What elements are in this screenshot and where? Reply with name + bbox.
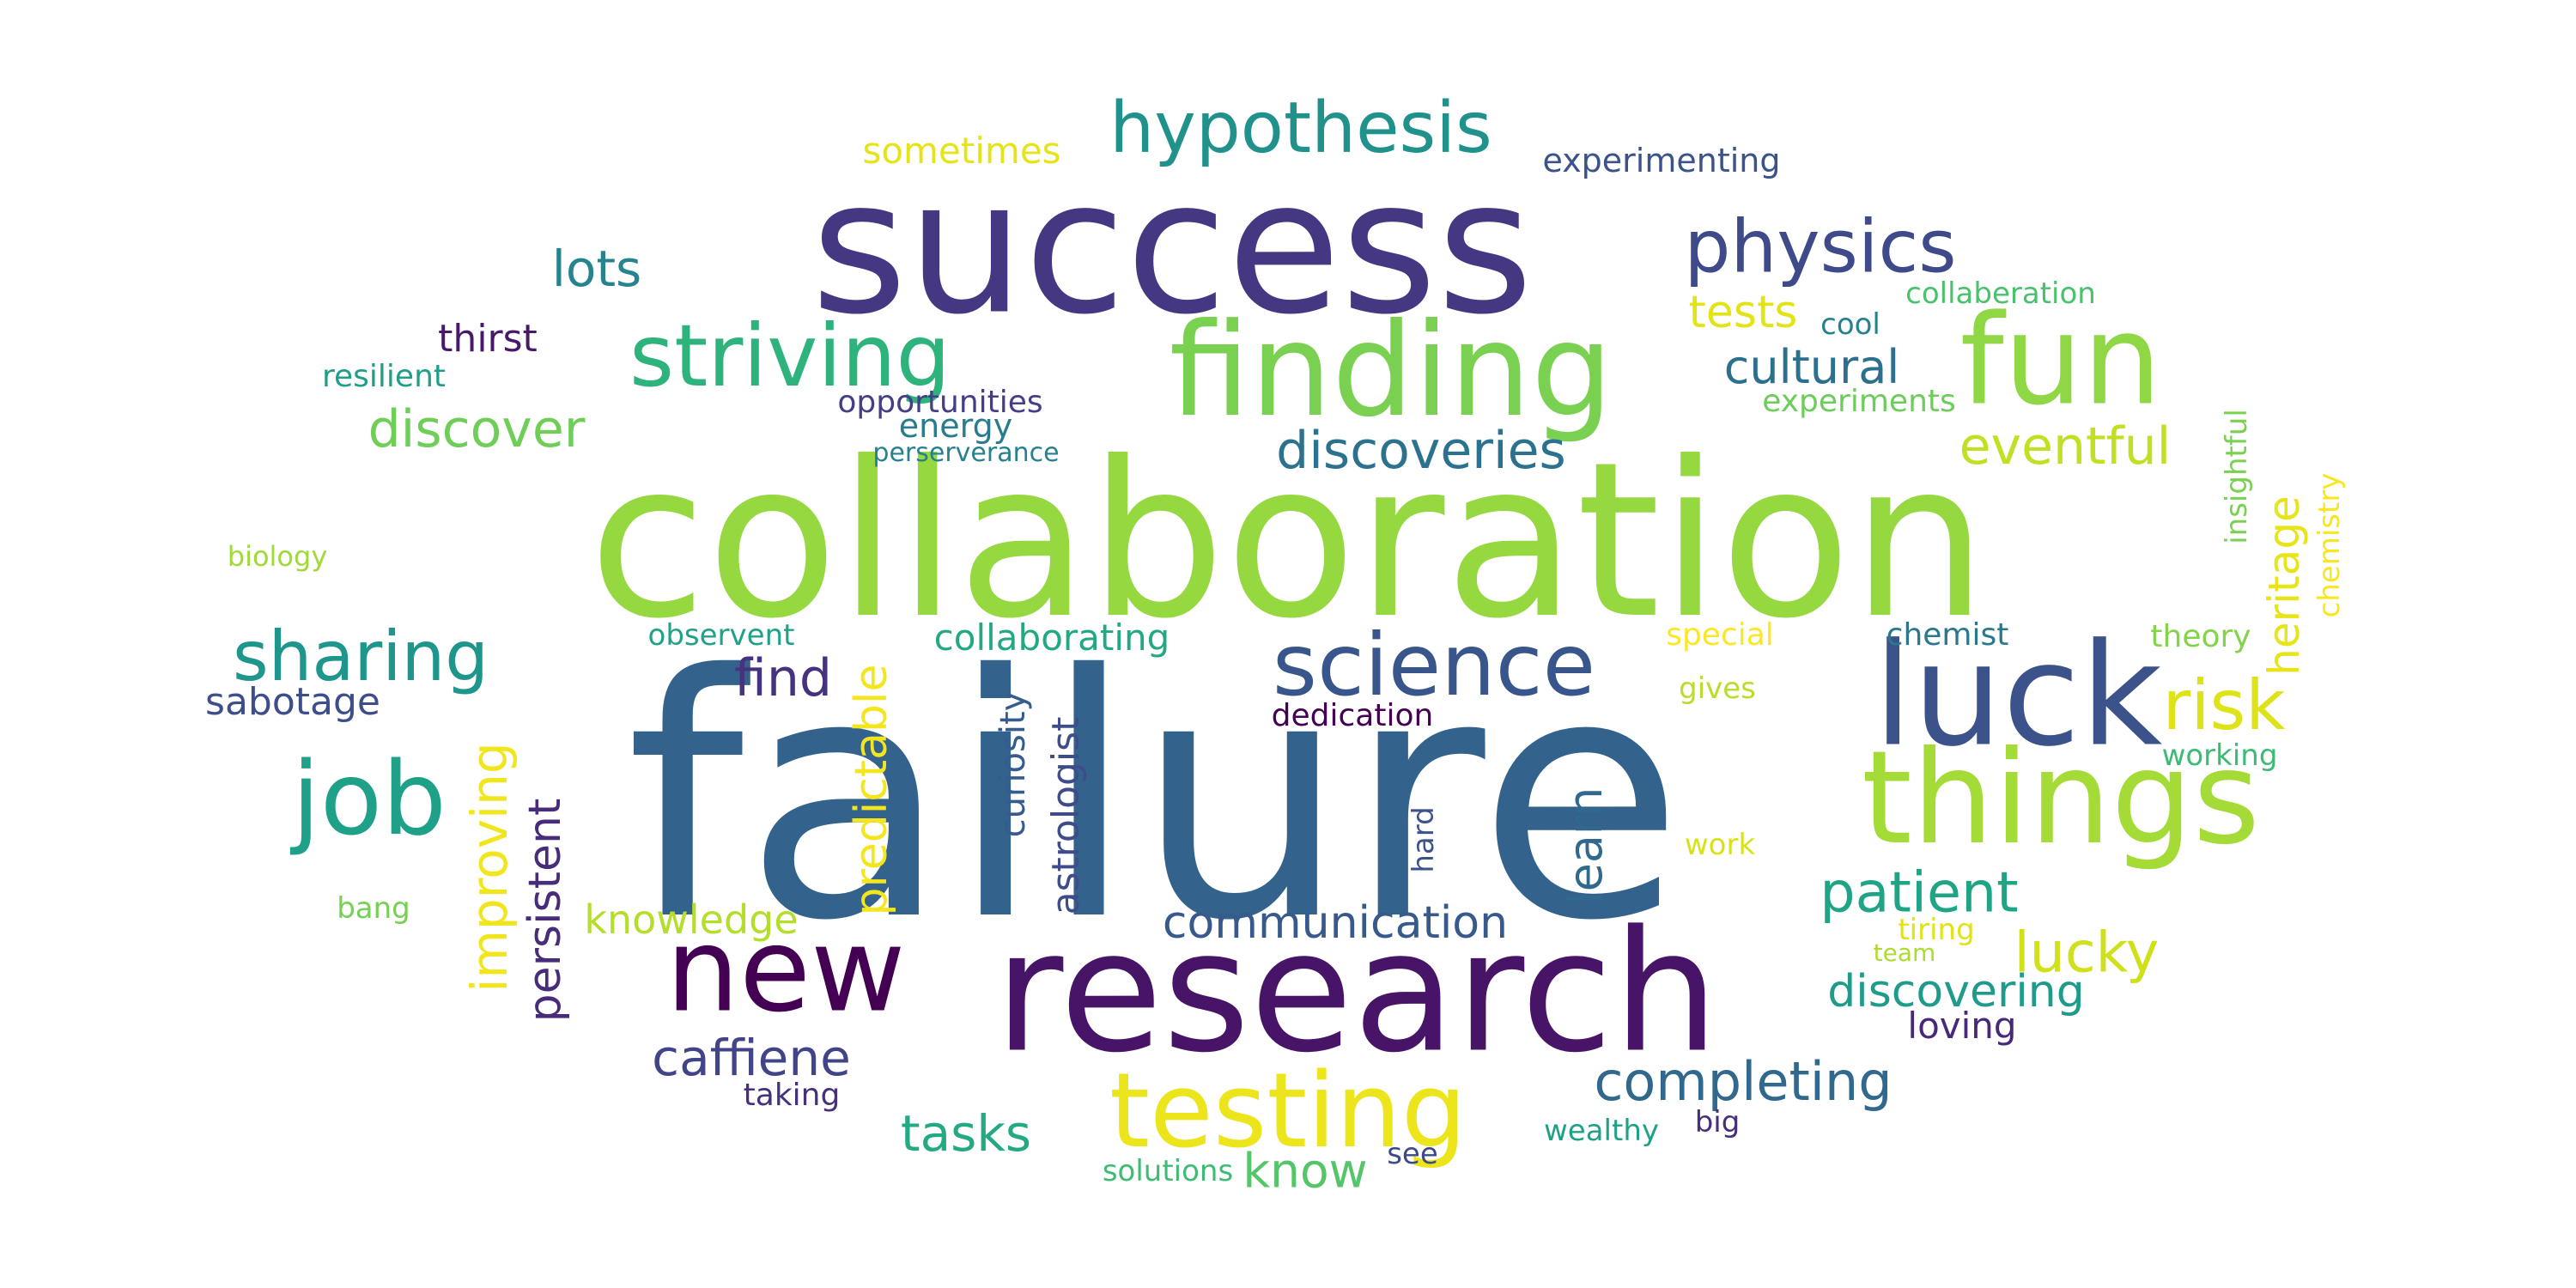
word: research	[994, 894, 1719, 1090]
word: know	[1242, 1143, 1368, 1199]
word: heritage	[2259, 495, 2309, 676]
word: gives	[1679, 671, 1756, 706]
word: job	[292, 739, 447, 858]
word: improving	[460, 742, 519, 993]
word: predictable	[846, 664, 897, 916]
word: bang	[337, 891, 410, 926]
word: chemist	[1886, 617, 2009, 653]
word: solutions	[1102, 1154, 1234, 1188]
word: insightful	[2220, 409, 2254, 544]
word: chemistry	[2312, 472, 2347, 618]
word: testing	[1109, 1052, 1467, 1171]
word: lots	[551, 240, 642, 298]
word: discovering	[1827, 966, 2085, 1018]
word: astrologist	[1044, 716, 1088, 915]
word: lucky	[2014, 920, 2160, 986]
word: loving	[1907, 1005, 2017, 1047]
word: big	[1694, 1105, 1741, 1139]
word: persistent	[519, 798, 571, 1023]
word: eventful	[1959, 416, 2172, 477]
word: collaberation	[1905, 276, 2096, 311]
word: perserverance	[872, 438, 1060, 468]
word: curiosity	[993, 690, 1033, 838]
word: finding	[1169, 296, 1613, 446]
word: opportunities	[837, 385, 1043, 420]
word: striving	[629, 306, 951, 406]
word: dedication	[1271, 698, 1434, 733]
word: thirst	[438, 317, 538, 361]
word: sabotage	[205, 680, 380, 724]
word: wealthy	[1543, 1114, 1660, 1148]
word: resilient	[322, 359, 446, 394]
word: tasks	[900, 1104, 1032, 1163]
word: energy	[898, 407, 1013, 445]
word: see	[1387, 1137, 1438, 1171]
word: completing	[1594, 1050, 1893, 1113]
word: discoveries	[1276, 421, 1566, 481]
word: experimenting	[1542, 142, 1781, 179]
word: find	[734, 648, 832, 708]
word: fun	[1959, 288, 2162, 434]
word: team	[1873, 939, 1936, 967]
word: working	[2161, 738, 2278, 773]
word: knowledge	[584, 896, 799, 943]
word: things	[1862, 724, 2260, 873]
word: hypothesis	[1109, 88, 1492, 169]
word: experiments	[1762, 384, 1956, 419]
word: failure	[626, 604, 1684, 993]
word: sometimes	[862, 130, 1061, 172]
word: taking	[743, 1078, 841, 1113]
word: physics	[1684, 204, 1957, 290]
word: special	[1666, 617, 1774, 653]
word: theory	[2150, 619, 2251, 654]
word: collaborating	[933, 617, 1170, 659]
word: cultural	[1723, 340, 1900, 394]
word: discover	[368, 399, 586, 459]
word: success	[811, 139, 1534, 355]
word: observent	[647, 618, 795, 653]
word: learn	[1558, 787, 1613, 905]
word: hard	[1406, 806, 1441, 873]
word: tests	[1688, 287, 1798, 338]
word: science	[1272, 615, 1596, 715]
word: risk	[2162, 665, 2286, 745]
word: cool	[1820, 307, 1880, 342]
word: tiring	[1898, 913, 1975, 947]
word: luck	[1873, 612, 2163, 778]
word: biology	[227, 540, 328, 573]
word: sharing	[232, 617, 489, 696]
word: communication	[1162, 897, 1509, 949]
word: collaboration	[588, 416, 1988, 665]
word: new	[665, 902, 906, 1038]
word: patient	[1820, 860, 2019, 926]
word: caffiene	[652, 1029, 851, 1087]
word: work	[1684, 828, 1756, 862]
